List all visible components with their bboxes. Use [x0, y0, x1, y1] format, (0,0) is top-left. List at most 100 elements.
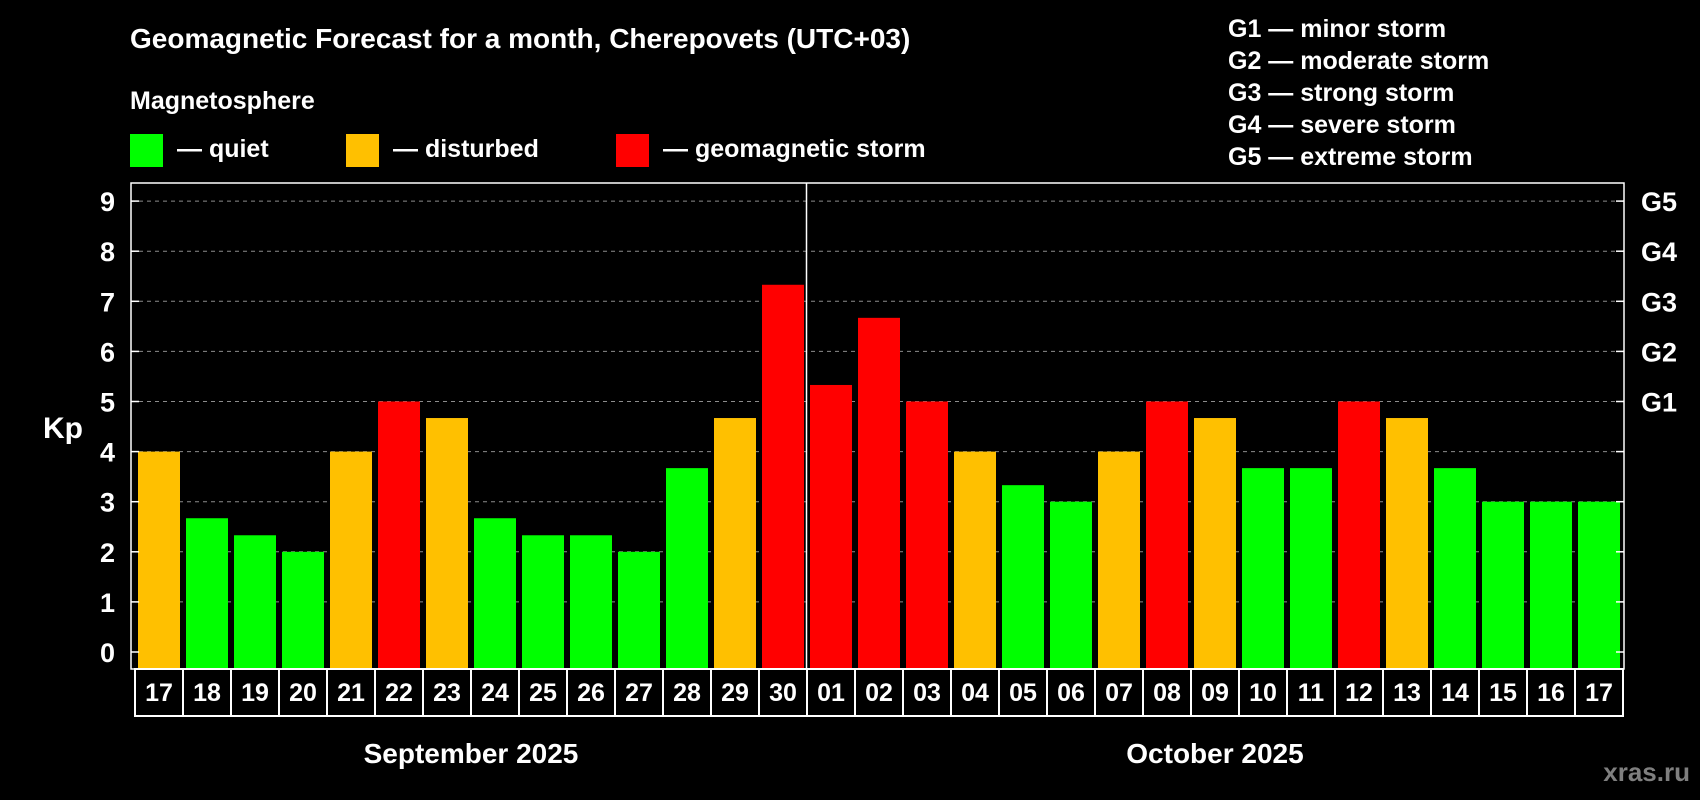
- date-label: 01: [817, 679, 845, 707]
- date-label: 03: [913, 679, 941, 707]
- bar-25: [1338, 401, 1380, 669]
- date-label: 14: [1441, 679, 1469, 707]
- legend-label-disturbed: — disturbed: [393, 135, 539, 163]
- bar-28: [1482, 501, 1524, 669]
- y-tick-label: 8: [100, 237, 115, 267]
- bar-13: [762, 284, 804, 669]
- month-label: September 2025: [364, 738, 579, 769]
- y-tick-label: 4: [100, 438, 115, 468]
- bar-23: [1242, 468, 1284, 669]
- bar-8: [522, 535, 564, 669]
- date-label: 06: [1057, 679, 1085, 707]
- date-label: 09: [1201, 679, 1229, 707]
- date-label: 04: [961, 679, 989, 707]
- bar-1: [186, 518, 228, 669]
- bar-17: [954, 451, 996, 669]
- bar-26: [1386, 418, 1428, 669]
- y-tick-label: 3: [100, 488, 115, 518]
- date-label: 19: [241, 679, 269, 707]
- bar-14: [810, 384, 852, 669]
- bar-19: [1050, 501, 1092, 669]
- g-level-label: G4: [1641, 237, 1677, 267]
- bar-20: [1098, 451, 1140, 669]
- date-label: 27: [625, 679, 653, 707]
- bar-21: [1146, 401, 1188, 669]
- legend-swatch-quiet: [130, 134, 163, 167]
- storm-scale-g2: G2 — moderate storm: [1228, 47, 1489, 75]
- date-label-row: 17 18 19 20 21 22 23 24 25 26 27 28 29 30 01 02 03 04 05 06…: [134, 668, 1624, 717]
- y-ticks: 0 1 2 3 4 5 6 7 8 9: [100, 187, 139, 668]
- bar-9: [570, 535, 612, 669]
- date-label: 26: [577, 679, 605, 707]
- bar-27: [1434, 468, 1476, 669]
- date-label: 17: [145, 679, 173, 707]
- date-label: 05: [1009, 679, 1037, 707]
- bar-11: [666, 468, 708, 669]
- date-label: 13: [1393, 679, 1421, 707]
- date-label: 23: [433, 679, 461, 707]
- bar-0: [138, 451, 180, 669]
- bar-6: [426, 418, 468, 669]
- bar-16: [906, 401, 948, 669]
- g-level-label: G1: [1641, 388, 1677, 418]
- right-ticks: G1 G2 G3 G4 G5: [1616, 187, 1677, 653]
- date-label: 28: [673, 679, 701, 707]
- y-tick-label: 0: [100, 638, 115, 668]
- chart-title: Geomagnetic Forecast for a month, Cherep…: [130, 23, 910, 54]
- date-label: 18: [193, 679, 221, 707]
- g-level-label: G2: [1641, 337, 1677, 367]
- month-labels: September 2025 October 2025: [364, 738, 1304, 769]
- date-label: 12: [1345, 679, 1373, 707]
- bar-12: [714, 418, 756, 669]
- y-tick-label: 2: [100, 538, 115, 568]
- bar-15: [858, 317, 900, 669]
- date-label: 16: [1537, 679, 1565, 707]
- g-level-label: G3: [1641, 287, 1677, 317]
- legend-swatch-storm: [616, 134, 649, 167]
- bar-29: [1530, 501, 1572, 669]
- storm-scale-legend: G1 — minor storm G2 — moderate storm G3 …: [1228, 15, 1489, 171]
- date-label: 21: [337, 679, 365, 707]
- storm-scale-g4: G4 — severe storm: [1228, 111, 1456, 139]
- storm-scale-g1: G1 — minor storm: [1228, 15, 1446, 43]
- bar-24: [1290, 468, 1332, 669]
- date-label: 29: [721, 679, 749, 707]
- storm-scale-g5: G5 — extreme storm: [1228, 143, 1473, 171]
- bar-5: [378, 401, 420, 669]
- legend-heading: Magnetosphere: [130, 87, 315, 115]
- bar-30: [1578, 501, 1620, 669]
- watermark: xras.ru: [1603, 757, 1690, 787]
- y-tick-label: 6: [100, 337, 115, 367]
- date-label: 11: [1298, 679, 1325, 707]
- date-label: 17: [1585, 679, 1613, 707]
- bar-18: [1002, 485, 1044, 669]
- legend-label-quiet: — quiet: [177, 135, 269, 163]
- date-label: 07: [1105, 679, 1133, 707]
- storm-scale-g3: G3 — strong storm: [1228, 79, 1454, 107]
- date-label: 08: [1153, 679, 1181, 707]
- bars: [138, 284, 1620, 669]
- bar-4: [330, 451, 372, 669]
- g-level-label: G5: [1641, 187, 1677, 217]
- y-tick-label: 9: [100, 187, 115, 217]
- date-label: 02: [865, 679, 893, 707]
- bar-10: [618, 551, 660, 669]
- legend: — quiet — disturbed — geomagnetic storm: [130, 134, 926, 167]
- legend-label-storm: — geomagnetic storm: [663, 135, 926, 163]
- month-label: October 2025: [1126, 738, 1303, 769]
- date-label: 20: [289, 679, 317, 707]
- y-tick-label: 5: [100, 388, 115, 418]
- date-label: 30: [769, 679, 797, 707]
- y-tick-label: 7: [100, 287, 115, 317]
- y-axis-label: Kp: [43, 412, 83, 445]
- bar-3: [282, 551, 324, 669]
- bar-7: [474, 518, 516, 669]
- legend-swatch-disturbed: [346, 134, 379, 167]
- bar-2: [234, 535, 276, 669]
- date-label: 25: [529, 679, 557, 707]
- bar-22: [1194, 418, 1236, 669]
- y-tick-label: 1: [100, 588, 115, 618]
- date-label: 10: [1249, 679, 1277, 707]
- date-label: 15: [1489, 679, 1517, 707]
